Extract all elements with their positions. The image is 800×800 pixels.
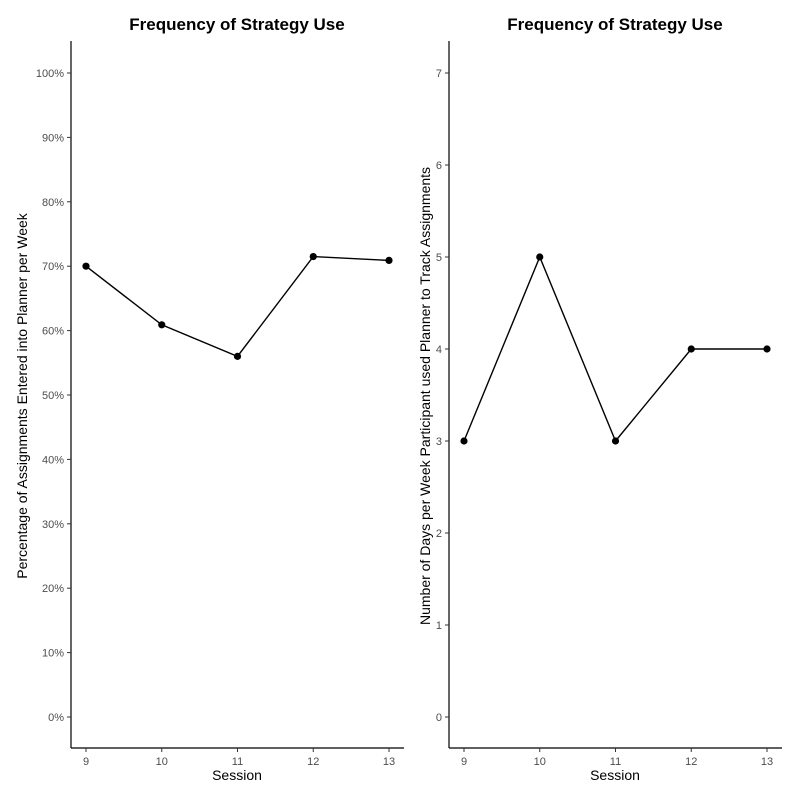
y-tick-label: 80% (42, 197, 64, 209)
x-tick-label: 12 (685, 756, 697, 768)
x-tick-label: 13 (383, 756, 395, 768)
y-tick-label: 5 (436, 252, 442, 264)
y-tick-label: 0 (436, 712, 442, 724)
y-tick-label: 1 (436, 620, 442, 632)
data-point (536, 253, 544, 261)
y-tick-label: 70% (42, 261, 64, 273)
x-tick-label: 10 (534, 756, 546, 768)
chart-panel-left: Frequency of Strategy Use Session Percen… (14, 15, 404, 783)
data-point (460, 437, 468, 445)
data-point (763, 345, 771, 353)
data-point (385, 256, 393, 265)
x-tick-label: 9 (461, 756, 467, 768)
y-tick-label: 20% (42, 583, 64, 595)
y-tick-label: 40% (42, 454, 64, 466)
y-tick-label: 90% (42, 132, 64, 144)
y-tick-label: 3 (436, 436, 442, 448)
y-tick-label: 7 (436, 68, 442, 80)
y-axis-label-right: Number of Days per Week Participant used… (417, 167, 433, 625)
x-tick-label: 11 (232, 756, 243, 768)
data-point (82, 262, 90, 270)
series-line (463, 255, 767, 443)
y-tick-label: 6 (436, 160, 442, 172)
x-tick-label: 9 (83, 756, 89, 768)
data-point (611, 437, 620, 445)
chart-panel-right: Frequency of Strategy Use Session Number… (417, 15, 782, 783)
series-line (85, 255, 390, 358)
x-axis-label-right: Session (590, 767, 640, 783)
data-point (233, 352, 242, 360)
y-tick-label: 2 (436, 528, 442, 540)
x-tick-label: 10 (156, 756, 168, 768)
y-tick-label: 0% (48, 712, 64, 724)
data-point (158, 321, 166, 329)
x-tick-label: 12 (307, 756, 319, 768)
chart-title-right: Frequency of Strategy Use (507, 15, 722, 34)
y-tick-label: 30% (42, 519, 64, 531)
y-tick-label: 4 (436, 344, 442, 356)
y-tick-label: 60% (42, 326, 64, 338)
data-point (687, 345, 695, 353)
y-tick-label: 10% (42, 648, 64, 660)
y-tick-label: 100% (36, 68, 64, 80)
x-axis-label-left: Session (212, 767, 262, 783)
x-tick-label: 13 (761, 756, 773, 768)
y-tick-label: 50% (42, 390, 64, 402)
chart-title-left: Frequency of Strategy Use (129, 15, 344, 34)
data-point (309, 252, 317, 261)
x-tick-label: 11 (610, 756, 621, 768)
y-axis-label-left: Percentage of Assignments Entered into P… (14, 212, 30, 579)
